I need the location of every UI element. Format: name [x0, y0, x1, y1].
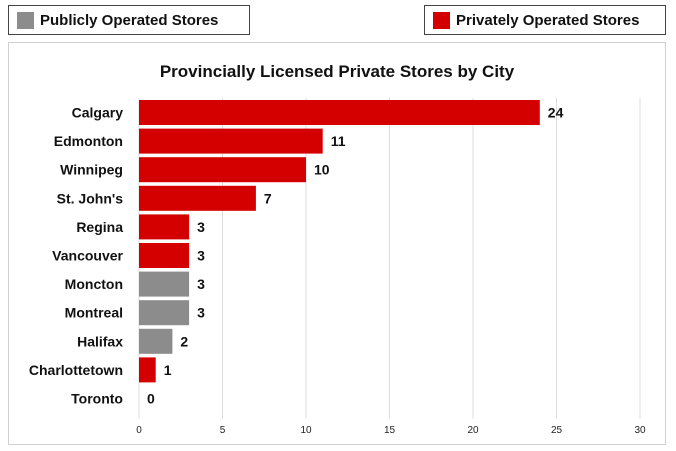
- category-label: Calgary: [72, 105, 124, 121]
- x-tick-label: 15: [384, 425, 396, 436]
- x-tick-label: 0: [136, 425, 142, 436]
- value-label: 1: [164, 362, 172, 378]
- value-label: 2: [180, 333, 188, 349]
- value-label: 3: [197, 248, 205, 264]
- category-label: St. John's: [57, 190, 124, 206]
- category-label: Edmonton: [54, 133, 123, 149]
- value-label: 3: [197, 305, 205, 321]
- x-tick-label: 10: [300, 425, 312, 436]
- bar-halifax: [139, 328, 173, 354]
- value-label: 24: [548, 105, 564, 121]
- value-label: 11: [331, 133, 346, 149]
- x-tick-label: 20: [467, 425, 479, 436]
- bar-edmonton: [139, 128, 323, 154]
- legend-private: Privately Operated Stores: [424, 5, 666, 35]
- value-label: 3: [197, 219, 205, 235]
- category-label: Charlottetown: [29, 362, 123, 378]
- chart-frame: [8, 42, 666, 445]
- value-label: 3: [197, 276, 205, 292]
- category-label: Moncton: [65, 276, 123, 292]
- category-label: Vancouver: [52, 248, 123, 264]
- bar-moncton: [139, 271, 190, 297]
- value-label: 7: [264, 190, 272, 206]
- bar-calgary: [139, 100, 540, 125]
- bars: [139, 100, 540, 383]
- chart-title: Provincially Licensed Private Stores by …: [160, 62, 515, 81]
- category-label: Winnipeg: [60, 162, 123, 178]
- bar-regina: [139, 214, 190, 240]
- legend-public-swatch: [17, 11, 34, 29]
- legend-public-label: Publicly Operated Stores: [40, 11, 219, 29]
- category-label: Halifax: [77, 333, 123, 349]
- value-label: 10: [314, 162, 330, 178]
- category-label: Toronto: [71, 391, 123, 407]
- x-tick-label: 25: [551, 425, 563, 436]
- category-label: Montreal: [65, 305, 123, 321]
- x-tick-label: 30: [634, 425, 646, 436]
- legend-public: Publicly Operated Stores: [8, 5, 250, 35]
- legend-private-swatch: [433, 11, 450, 29]
- x-tick-label: 5: [220, 425, 226, 436]
- bar-charlottetown: [139, 357, 156, 383]
- category-label: Regina: [76, 219, 123, 235]
- legend-private-label: Privately Operated Stores: [456, 11, 640, 29]
- bar-montreal: [139, 300, 190, 326]
- bar-winnipeg: [139, 157, 306, 183]
- value-label: 0: [147, 391, 155, 407]
- bar-st-john-s: [139, 185, 256, 211]
- bar-vancouver: [139, 243, 190, 268]
